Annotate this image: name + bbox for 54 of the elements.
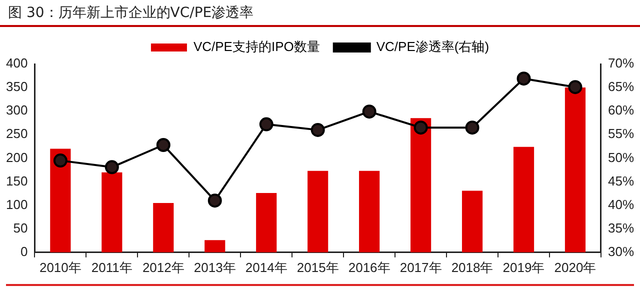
point bbox=[568, 80, 582, 94]
bar bbox=[308, 170, 328, 252]
y2-tick-label: 65% bbox=[608, 79, 634, 94]
bar bbox=[462, 190, 483, 252]
bar bbox=[256, 193, 277, 252]
bar bbox=[102, 172, 122, 252]
y-tick-label: 200 bbox=[6, 150, 28, 165]
x-tick-label: 2020年 bbox=[554, 260, 596, 275]
legend-label: VC/PE渗透率(右轴) bbox=[376, 39, 490, 54]
point bbox=[156, 138, 170, 152]
point bbox=[208, 194, 222, 208]
point bbox=[465, 120, 480, 135]
bar bbox=[359, 170, 380, 252]
y2-tick-label: 50% bbox=[608, 150, 634, 165]
y-tick-label: 100 bbox=[6, 196, 28, 212]
y-tick-label: 350 bbox=[6, 79, 28, 94]
y2-tick-label: 55% bbox=[608, 126, 634, 142]
x-tick-label: 2018年 bbox=[451, 260, 494, 275]
chart-title: 图 30：历年新上市企业的VC/PE渗透率 bbox=[0, 0, 640, 27]
x-tick-label: 2013年 bbox=[194, 260, 236, 275]
y2-tick-label: 60% bbox=[608, 102, 634, 118]
y-tick-label: 150 bbox=[6, 173, 28, 188]
bar bbox=[50, 148, 71, 252]
bar bbox=[204, 240, 226, 252]
bar bbox=[564, 88, 586, 252]
x-tick-label: 2019年 bbox=[502, 260, 545, 275]
x-tick-label: 2014年 bbox=[245, 260, 288, 275]
y2-tick-label: 45% bbox=[608, 173, 634, 188]
y-tick-label: 0 bbox=[20, 244, 28, 259]
y-tick-label: 250 bbox=[6, 126, 28, 142]
point bbox=[310, 122, 325, 137]
bar bbox=[153, 202, 174, 252]
y-tick-label: 400 bbox=[6, 56, 28, 71]
x-tick-label: 2012年 bbox=[142, 260, 184, 275]
point bbox=[516, 72, 531, 86]
legend-label: VC/PE支持的IPO数量 bbox=[193, 39, 320, 54]
x-tick-label: 2016年 bbox=[348, 260, 390, 275]
x-tick-label: 2011年 bbox=[91, 260, 132, 275]
y2-tick-label: 30% bbox=[608, 244, 634, 259]
point bbox=[104, 160, 119, 174]
y-tick-label: 300 bbox=[6, 102, 28, 118]
bar bbox=[513, 146, 534, 252]
point bbox=[362, 104, 376, 119]
point bbox=[414, 120, 428, 135]
x-tick-label: 2010年 bbox=[39, 260, 82, 275]
bar bbox=[410, 118, 432, 252]
x-tick-label: 2017年 bbox=[400, 260, 442, 275]
y2-tick-label: 35% bbox=[608, 220, 634, 236]
point bbox=[259, 117, 274, 132]
y2-tick-label: 40% bbox=[608, 196, 634, 212]
x-tick-label: 2015年 bbox=[296, 260, 339, 275]
y2-tick-label: 70% bbox=[608, 56, 634, 71]
y-tick-label: 50 bbox=[13, 220, 28, 236]
point bbox=[53, 154, 68, 168]
